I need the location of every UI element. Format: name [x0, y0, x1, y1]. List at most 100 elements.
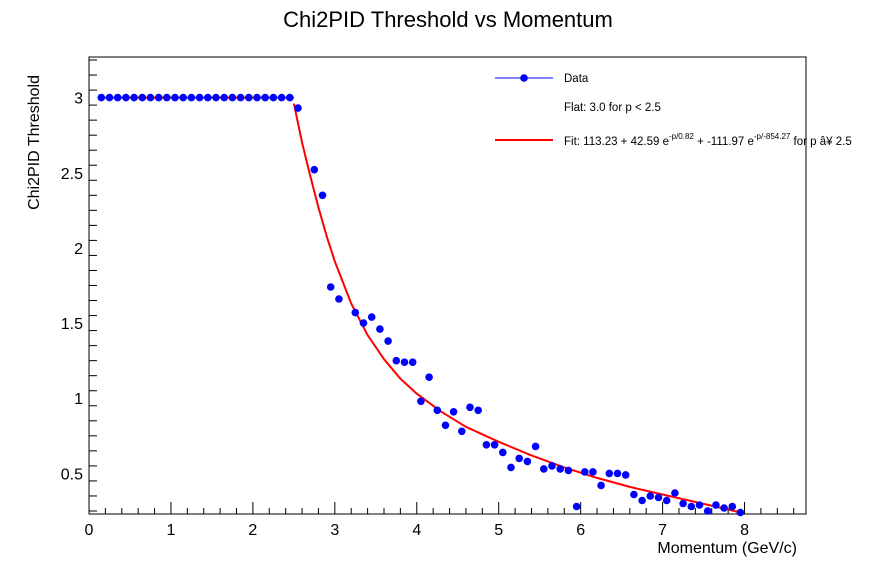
data-point: [97, 93, 106, 102]
legend-data-label: Data: [564, 73, 589, 85]
data-point: [310, 165, 319, 174]
data-point: [490, 441, 499, 449]
data-point: [376, 325, 384, 333]
data-point: [581, 468, 589, 476]
series-layer: [97, 93, 745, 517]
x-tick-label: 6: [576, 522, 585, 539]
data-point: [408, 358, 417, 367]
data-point: [646, 492, 655, 500]
data-point: [400, 358, 409, 367]
data-point: [122, 93, 130, 102]
data-point: [277, 93, 286, 102]
data-point: [507, 463, 515, 472]
data-point: [597, 481, 605, 490]
data-point: [204, 93, 212, 102]
chart-title: Chi2PID Threshold vs Momentum: [283, 7, 613, 32]
y-tick-label: 0.5: [61, 466, 83, 483]
data-point: [449, 408, 458, 416]
data-point: [712, 501, 720, 509]
data-point: [679, 499, 687, 508]
data-point: [482, 441, 491, 449]
y-tick-label: 1: [74, 391, 83, 408]
y-axis: 0.5 1 1.5 2 2.5 3: [61, 59, 97, 512]
data-point: [654, 493, 663, 502]
x-axis: 0 1 2 3 4 5 6 7 8: [85, 502, 795, 539]
y-tick-label: 2: [74, 241, 83, 258]
data-point: [548, 462, 556, 470]
data-point: [113, 93, 122, 102]
y-axis-label: Chi2PID Threshold: [26, 75, 43, 210]
data-point: [326, 283, 335, 291]
data-point: [236, 93, 245, 102]
data-point: [253, 93, 261, 102]
data-point: [392, 356, 401, 365]
data-point: [367, 313, 376, 321]
data-point: [441, 421, 450, 430]
legend-data-marker: [520, 74, 528, 82]
x-tick-label: 1: [166, 522, 175, 539]
data-point: [531, 442, 540, 451]
data-point: [671, 489, 679, 497]
data-point: [540, 465, 548, 473]
data-point: [195, 93, 204, 102]
data-point: [146, 93, 155, 102]
data-point: [556, 465, 564, 473]
data-point: [662, 496, 671, 505]
legend-fit-part-b: + -111.97 e: [694, 136, 754, 148]
legend: Data Flat: 3.0 for p < 2.5 Fit: 113.23 +…: [495, 73, 852, 148]
data-point: [687, 502, 696, 511]
data-point: [130, 93, 138, 102]
data-point: [245, 93, 253, 102]
data-point: [605, 469, 614, 478]
data-point: [359, 319, 368, 327]
legend-fit-label: Fit: 113.23 + 42.59 e-p/0.82 + -111.97 e…: [564, 132, 852, 148]
data-point: [171, 93, 179, 102]
fit-curve: [292, 103, 741, 514]
data-point: [294, 104, 302, 112]
data-point: [466, 403, 474, 412]
data-point: [499, 448, 507, 457]
x-tick-label: 7: [658, 522, 667, 539]
data-point: [351, 308, 360, 317]
data-point: [138, 93, 147, 102]
data-point: [433, 406, 442, 415]
data-point: [269, 93, 278, 102]
data-point: [179, 93, 187, 102]
legend-fit-exp-2: -p/-854.27: [754, 132, 791, 141]
y-tick-label: 2.5: [61, 166, 83, 183]
legend-fit-exp-1: -p/0.82: [669, 132, 694, 141]
data-point: [621, 471, 630, 479]
data-point: [417, 397, 425, 406]
data-point: [154, 93, 163, 102]
x-tick-label: 2: [248, 522, 257, 539]
data-point: [425, 373, 433, 382]
data-point: [695, 501, 704, 509]
data-point: [458, 427, 466, 436]
legend-fit-part-c: for p â¥ 2.5: [790, 136, 851, 148]
data-point: [474, 406, 483, 415]
legend-flat-label: Flat: 3.0 for p < 2.5: [564, 102, 661, 114]
data-point: [212, 93, 220, 102]
plot-frame: [88, 56, 807, 515]
x-tick-label: 5: [494, 522, 503, 539]
data-point: [564, 466, 573, 475]
data-point: [572, 502, 581, 511]
data-point: [286, 93, 294, 102]
y-tick-label: 1.5: [61, 316, 83, 333]
data-point: [589, 468, 597, 476]
data-point: [261, 93, 270, 102]
data-point: [515, 454, 523, 463]
data-point: [613, 469, 622, 478]
data-point: [228, 93, 237, 102]
data-point: [187, 93, 196, 102]
data-point: [318, 191, 327, 200]
x-tick-label: 4: [412, 522, 421, 539]
y-tick-label: 3: [74, 91, 83, 108]
data-point: [638, 496, 646, 505]
data-point: [630, 490, 638, 499]
data-point: [384, 337, 392, 345]
legend-fit-part-a: Fit: 113.23 + 42.59 e: [564, 136, 669, 148]
data-point: [335, 295, 343, 303]
x-axis-label: Momentum (GeV/c): [657, 540, 797, 557]
